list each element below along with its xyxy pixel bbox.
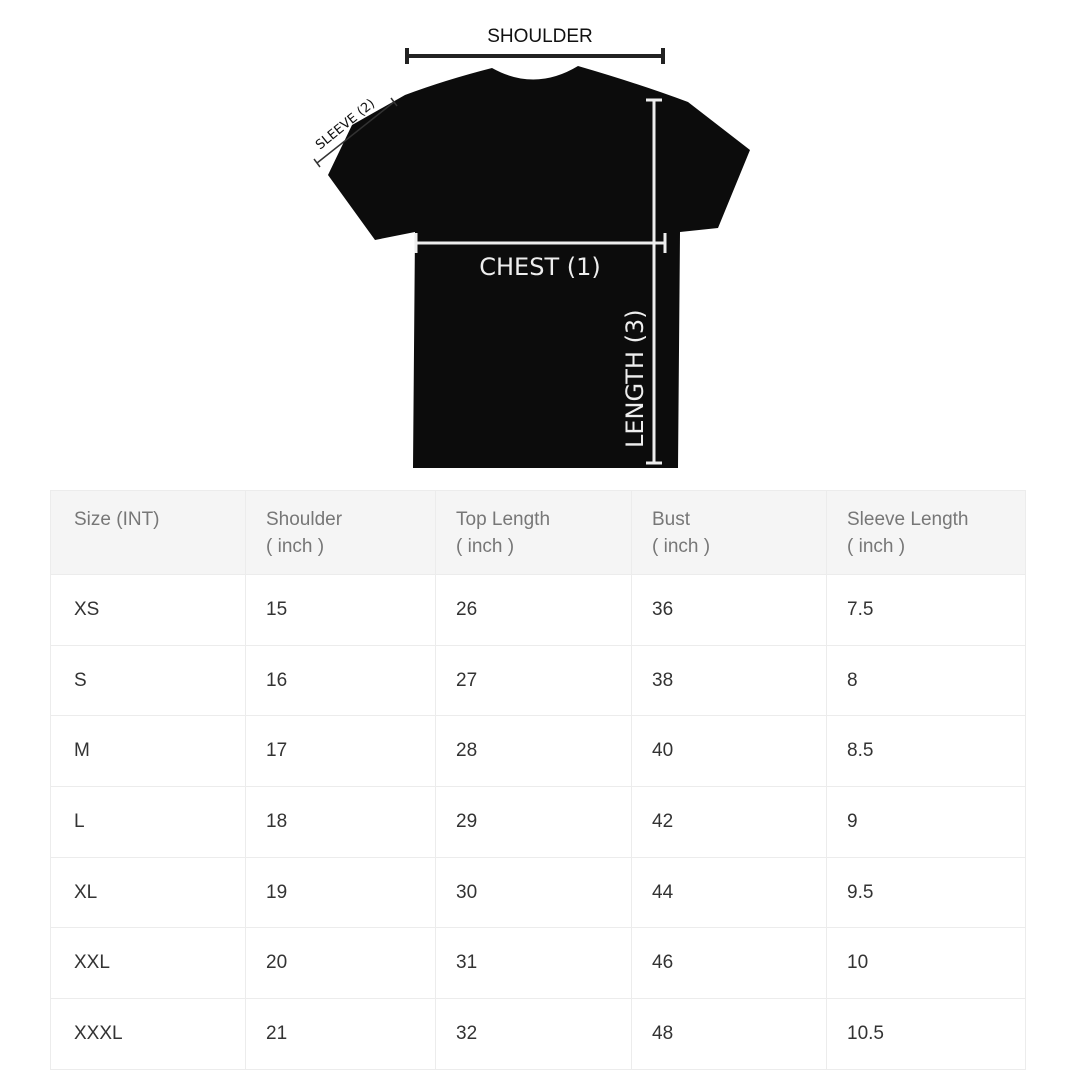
cell-shoulder: 21 [245,998,436,1070]
header-title: Size (INT) [74,509,160,530]
header-title: Shoulder [266,509,343,530]
cell-sleeve-length: 7.5 [826,574,1026,646]
cell-sleeve-length: 10 [826,927,1026,1000]
header-sleeve-length: Sleeve Length ( inch ) [826,490,1026,575]
cell-sleeve-length: 10.5 [826,998,1026,1070]
cell-size: XXL [50,927,246,1000]
cell-top-length: 27 [435,644,632,717]
header-title: Sleeve Length [847,509,969,530]
cell-size: S [50,644,246,717]
cell-shoulder: 20 [245,927,436,1000]
table-row: XXL 20 31 46 10 [50,927,1026,1000]
shoulder-label: SHOULDER [487,26,593,47]
table-row: XL 19 30 44 9.5 [50,856,1026,929]
cell-bust: 46 [631,927,827,1000]
chest-measure-line [414,233,667,253]
cell-top-length: 30 [435,856,632,929]
header-bust: Bust ( inch ) [631,490,827,575]
sleeve-measure-line [313,97,398,168]
cell-top-length: 32 [435,998,632,1070]
tshirt-diagram: SHOULDER SLEEVE (2) CHEST (1) LENGTH (3) [313,26,750,468]
shoulder-measure-line [405,48,665,64]
cell-size: XL [50,856,246,929]
header-shoulder: Shoulder ( inch ) [245,490,436,575]
cell-top-length: 31 [435,927,632,1000]
table-row: M 17 28 40 8.5 [50,715,1026,788]
cell-sleeve-length: 8.5 [826,715,1026,788]
cell-sleeve-length: 8 [826,644,1026,717]
table-row: S 16 27 38 8 [50,644,1026,717]
cell-sleeve-length: 9.5 [826,856,1026,929]
cell-size: XXXL [50,998,246,1070]
cell-bust: 42 [631,786,827,858]
table-row: XXXL 21 32 48 10.5 [50,998,1026,1070]
cell-size: L [50,786,246,858]
header-unit: ( inch ) [266,536,325,557]
cell-top-length: 29 [435,786,632,858]
header-top-length: Top Length ( inch ) [435,490,632,575]
cell-bust: 36 [631,574,827,646]
cell-shoulder: 15 [245,574,436,646]
table-header-row: Size (INT) Shoulder ( inch ) Top Length ( … [50,490,1026,575]
cell-bust: 48 [631,998,827,1070]
cell-shoulder: 18 [245,786,436,858]
header-unit: ( inch ) [847,536,906,557]
table-row: XS 15 26 36 7.5 [50,574,1026,646]
cell-bust: 40 [631,715,827,788]
cell-shoulder: 16 [245,644,436,717]
cell-sleeve-length: 9 [826,786,1026,858]
table-row: L 18 29 42 9 [50,786,1026,858]
cell-shoulder: 19 [245,856,436,929]
header-title: Bust [652,509,691,530]
size-chart-table: Size (INT) Shoulder ( inch ) Top Length ( … [50,490,1026,1070]
cell-bust: 38 [631,644,827,717]
tshirt-image [328,66,750,468]
length-label: LENGTH (3) [621,309,649,448]
cell-top-length: 28 [435,715,632,788]
cell-bust: 44 [631,856,827,929]
cell-shoulder: 17 [245,715,436,788]
cell-size: M [50,715,246,788]
header-unit: ( inch ) [652,536,711,557]
cell-top-length: 26 [435,574,632,646]
header-unit: ( inch ) [456,536,515,557]
length-measure-line [646,98,662,465]
header-title: Top Length [456,509,551,530]
header-size: Size (INT) [50,490,246,575]
cell-size: XS [50,574,246,646]
chest-label: CHEST (1) [479,253,601,281]
